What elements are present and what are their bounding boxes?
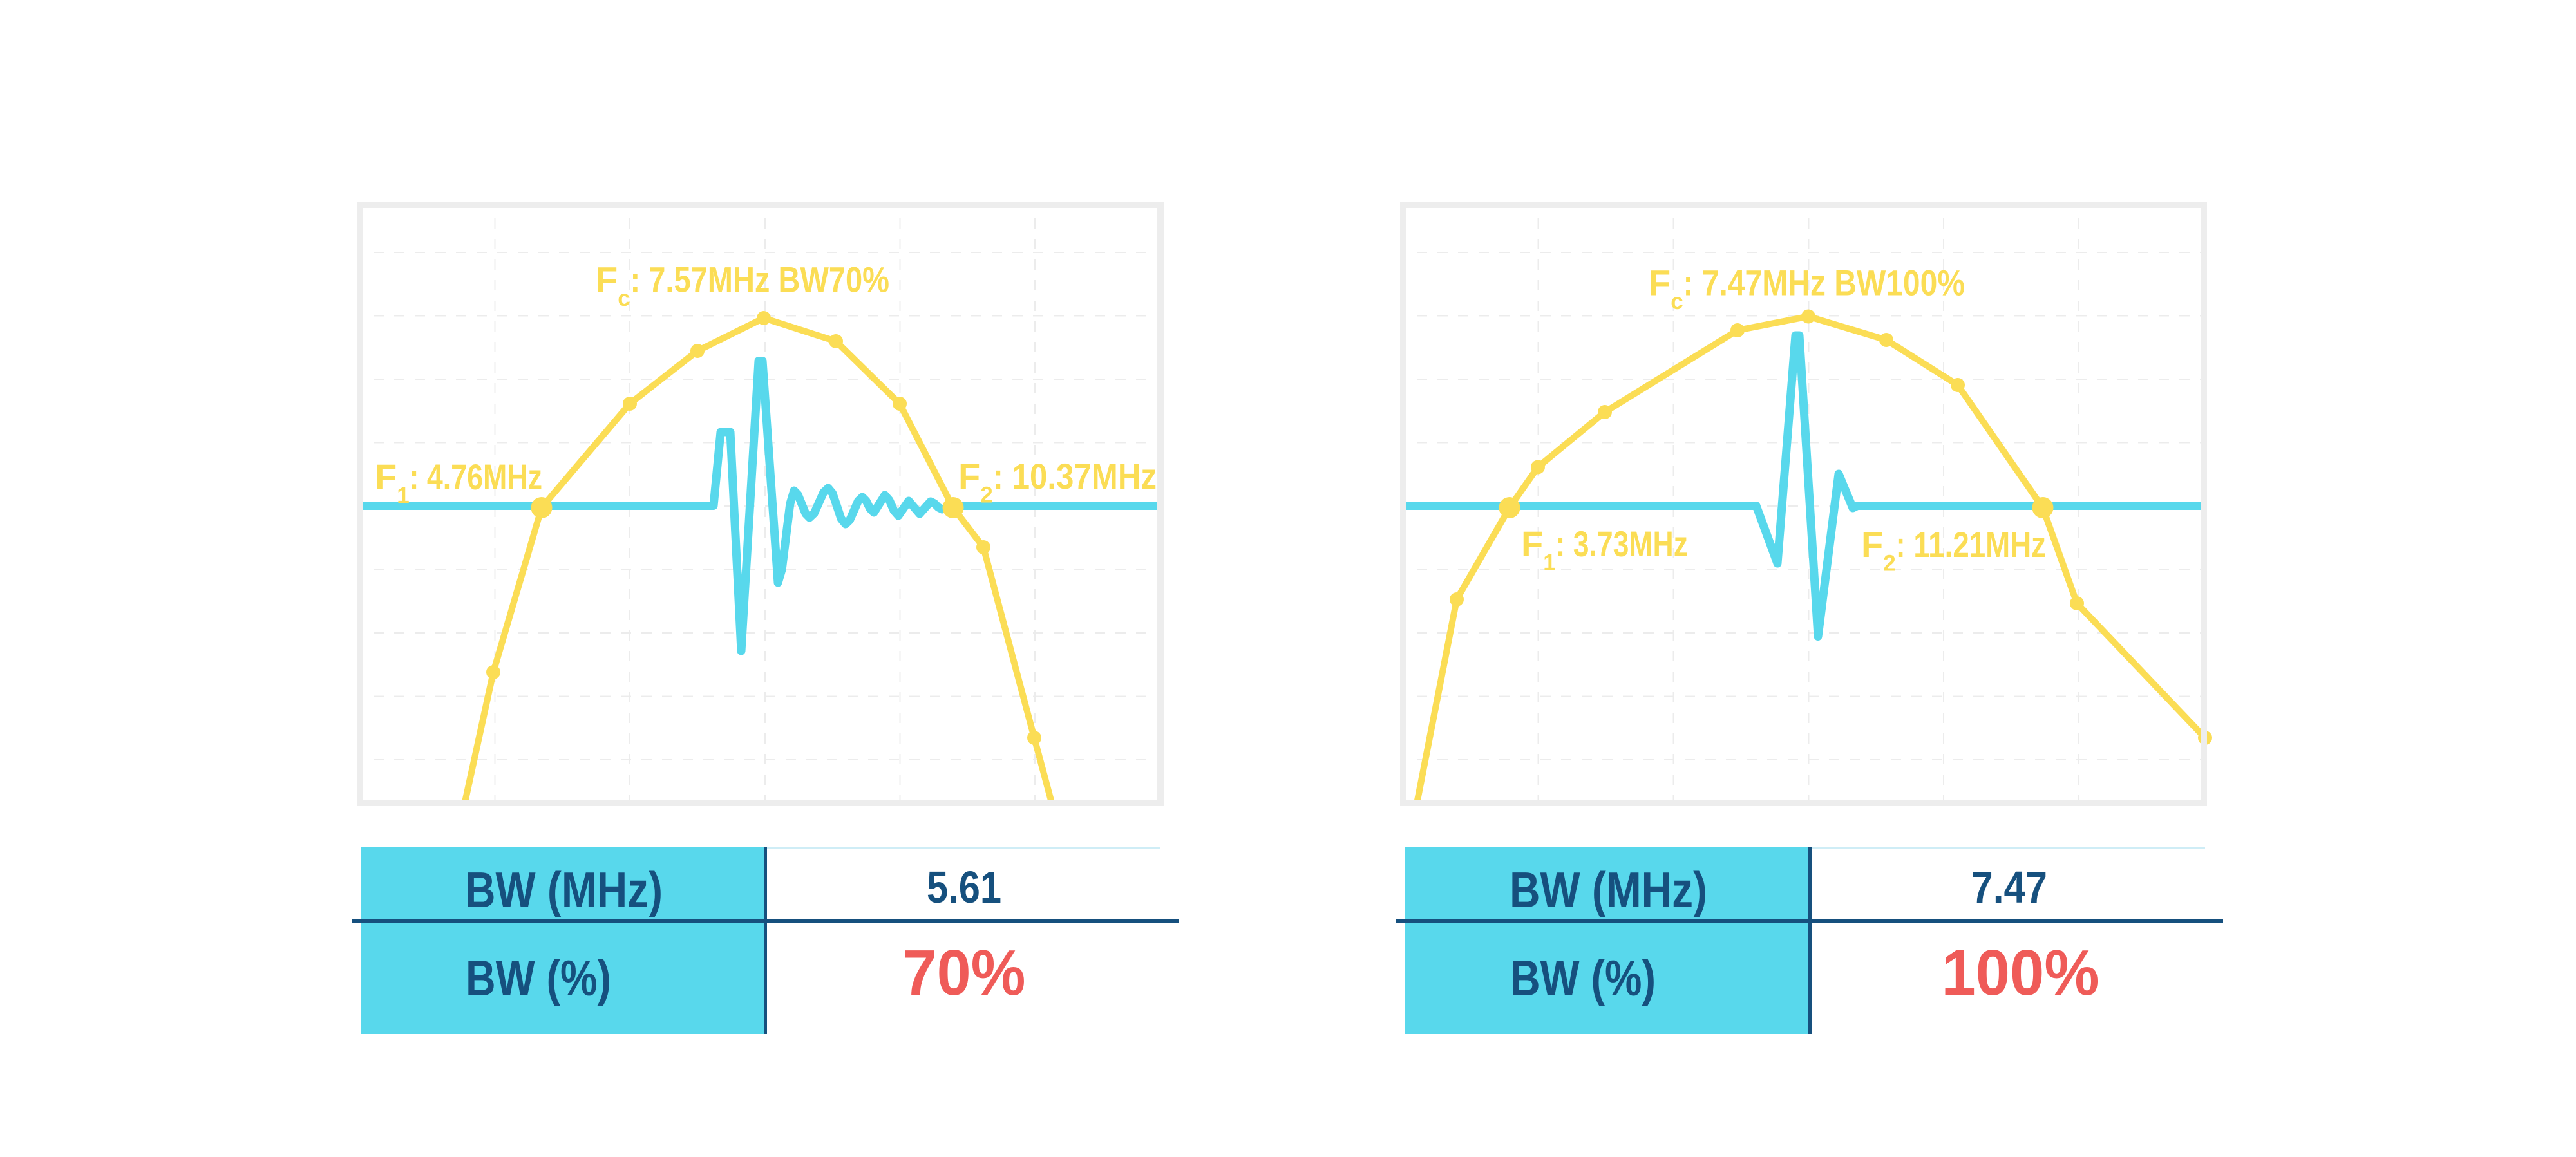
svg-text:F: F bbox=[958, 456, 980, 496]
svg-text:100%: 100% bbox=[1942, 937, 2099, 1009]
svg-text:2: 2 bbox=[980, 482, 992, 507]
svg-text:c: c bbox=[1671, 289, 1683, 314]
svg-text:BW (MHz): BW (MHz) bbox=[465, 861, 663, 918]
svg-text:BW (%): BW (%) bbox=[466, 950, 611, 1006]
svg-text:1: 1 bbox=[1543, 550, 1555, 575]
svg-text:: 11.21MHz: : 11.21MHz bbox=[1896, 524, 2047, 565]
svg-text:F: F bbox=[1861, 524, 1883, 565]
svg-text:1: 1 bbox=[397, 483, 409, 508]
svg-text:F: F bbox=[375, 456, 397, 497]
svg-text:F: F bbox=[1521, 523, 1543, 564]
svg-text:BW (%): BW (%) bbox=[1510, 950, 1656, 1006]
svg-text:: 7.57MHz BW70%: : 7.57MHz BW70% bbox=[630, 259, 890, 300]
svg-text:F: F bbox=[1649, 263, 1671, 303]
svg-text:: 7.47MHz BW100%: : 7.47MHz BW100% bbox=[1683, 263, 1965, 303]
svg-text:7.47: 7.47 bbox=[1971, 862, 2047, 912]
svg-text:c: c bbox=[618, 286, 630, 311]
svg-text:F: F bbox=[596, 259, 618, 300]
svg-text:5.61: 5.61 bbox=[927, 862, 1001, 912]
svg-text:: 10.37MHz: : 10.37MHz bbox=[993, 456, 1157, 496]
svg-text:: 3.73MHz: : 3.73MHz bbox=[1556, 523, 1689, 564]
svg-text:70%: 70% bbox=[903, 937, 1026, 1009]
svg-text:: 4.76MHz: : 4.76MHz bbox=[410, 456, 543, 497]
svg-text:BW (MHz): BW (MHz) bbox=[1510, 861, 1707, 918]
svg-text:2: 2 bbox=[1883, 550, 1895, 576]
